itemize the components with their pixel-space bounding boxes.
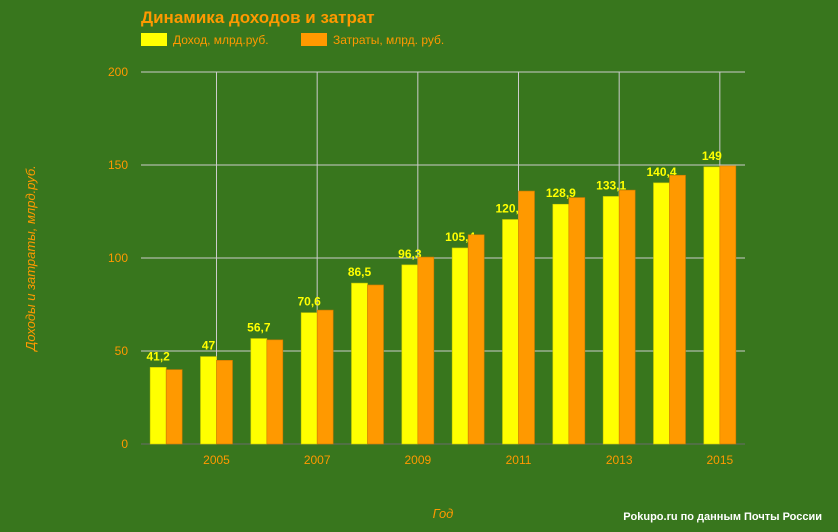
bar-expenses-2009 — [417, 256, 435, 445]
bar-expenses-2013 — [618, 189, 636, 445]
data-label-2007: 70,6 — [297, 295, 321, 309]
bar-expenses-2008 — [367, 284, 384, 445]
legend-swatch-1 — [301, 33, 327, 46]
y-tick-label: 150 — [108, 158, 128, 172]
source-note: Pokupo.ru по данным Почты России — [623, 511, 822, 523]
bar-expenses-2004 — [165, 369, 183, 445]
data-label-2005: 47 — [202, 339, 216, 353]
y-tick-label: 0 — [121, 437, 128, 451]
bar-expenses-2007 — [316, 309, 334, 445]
legend: Доход, млрд.руб. Затраты, млрд. руб. — [141, 33, 444, 47]
bar-expenses-2011 — [518, 190, 535, 445]
x-axis-label: Год — [433, 506, 454, 521]
data-label-2004: 41,2 — [146, 349, 170, 363]
x-tick-label: 2015 — [706, 453, 733, 467]
data-label-2015: 149 — [702, 149, 722, 163]
bar-expenses-2012 — [568, 197, 586, 445]
x-tick-label: 2013 — [606, 453, 633, 467]
data-label-2006: 56,7 — [247, 321, 271, 335]
ticks: 0 50 100 150 200 2005 2007 2009 2011 2013 2015 — [108, 65, 734, 467]
bar-income-2010 — [451, 247, 469, 445]
bar-income-2008 — [351, 282, 368, 445]
bar-expenses-2010 — [467, 234, 485, 445]
bar-income-2015 — [703, 166, 721, 445]
bar-income-2014 — [653, 182, 670, 445]
bar-expenses-2005 — [216, 359, 233, 445]
legend-label-1: Затраты, млрд. руб. — [333, 33, 444, 47]
bar-expenses-2015 — [719, 165, 737, 445]
bars: 41,24756,770,686,596,3105,4120,7128,9133… — [146, 149, 737, 445]
x-tick-label: 2011 — [506, 453, 532, 467]
x-tick-label: 2009 — [404, 453, 431, 467]
bar-income-2007 — [300, 312, 318, 445]
data-label-2009: 96,3 — [398, 247, 422, 261]
y-tick-label: 100 — [108, 251, 128, 265]
bar-income-2013 — [602, 196, 620, 445]
bar-expenses-2006 — [266, 339, 284, 445]
y-tick-label: 50 — [115, 344, 129, 358]
chart-title: Динамика доходов и затрат — [141, 8, 375, 27]
data-label-2008: 86,5 — [348, 265, 372, 279]
y-tick-label: 200 — [108, 65, 128, 79]
bar-income-2012 — [552, 203, 570, 445]
x-tick-label: 2005 — [203, 453, 230, 467]
data-label-2013: 133,1 — [596, 178, 626, 192]
legend-swatch-0 — [141, 33, 167, 46]
data-label-2012: 128,9 — [546, 186, 576, 200]
bar-income-2009 — [401, 264, 419, 445]
bar-income-2011 — [502, 219, 519, 445]
bar-income-2005 — [200, 356, 217, 445]
bar-expenses-2014 — [669, 174, 686, 445]
y-axis-label: Доходы и затраты, млрд.руб. — [23, 165, 38, 353]
bar-income-2006 — [250, 338, 268, 445]
x-tick-label: 2007 — [304, 453, 331, 467]
bar-income-2004 — [149, 367, 167, 445]
legend-label-0: Доход, млрд.руб. — [173, 33, 269, 47]
